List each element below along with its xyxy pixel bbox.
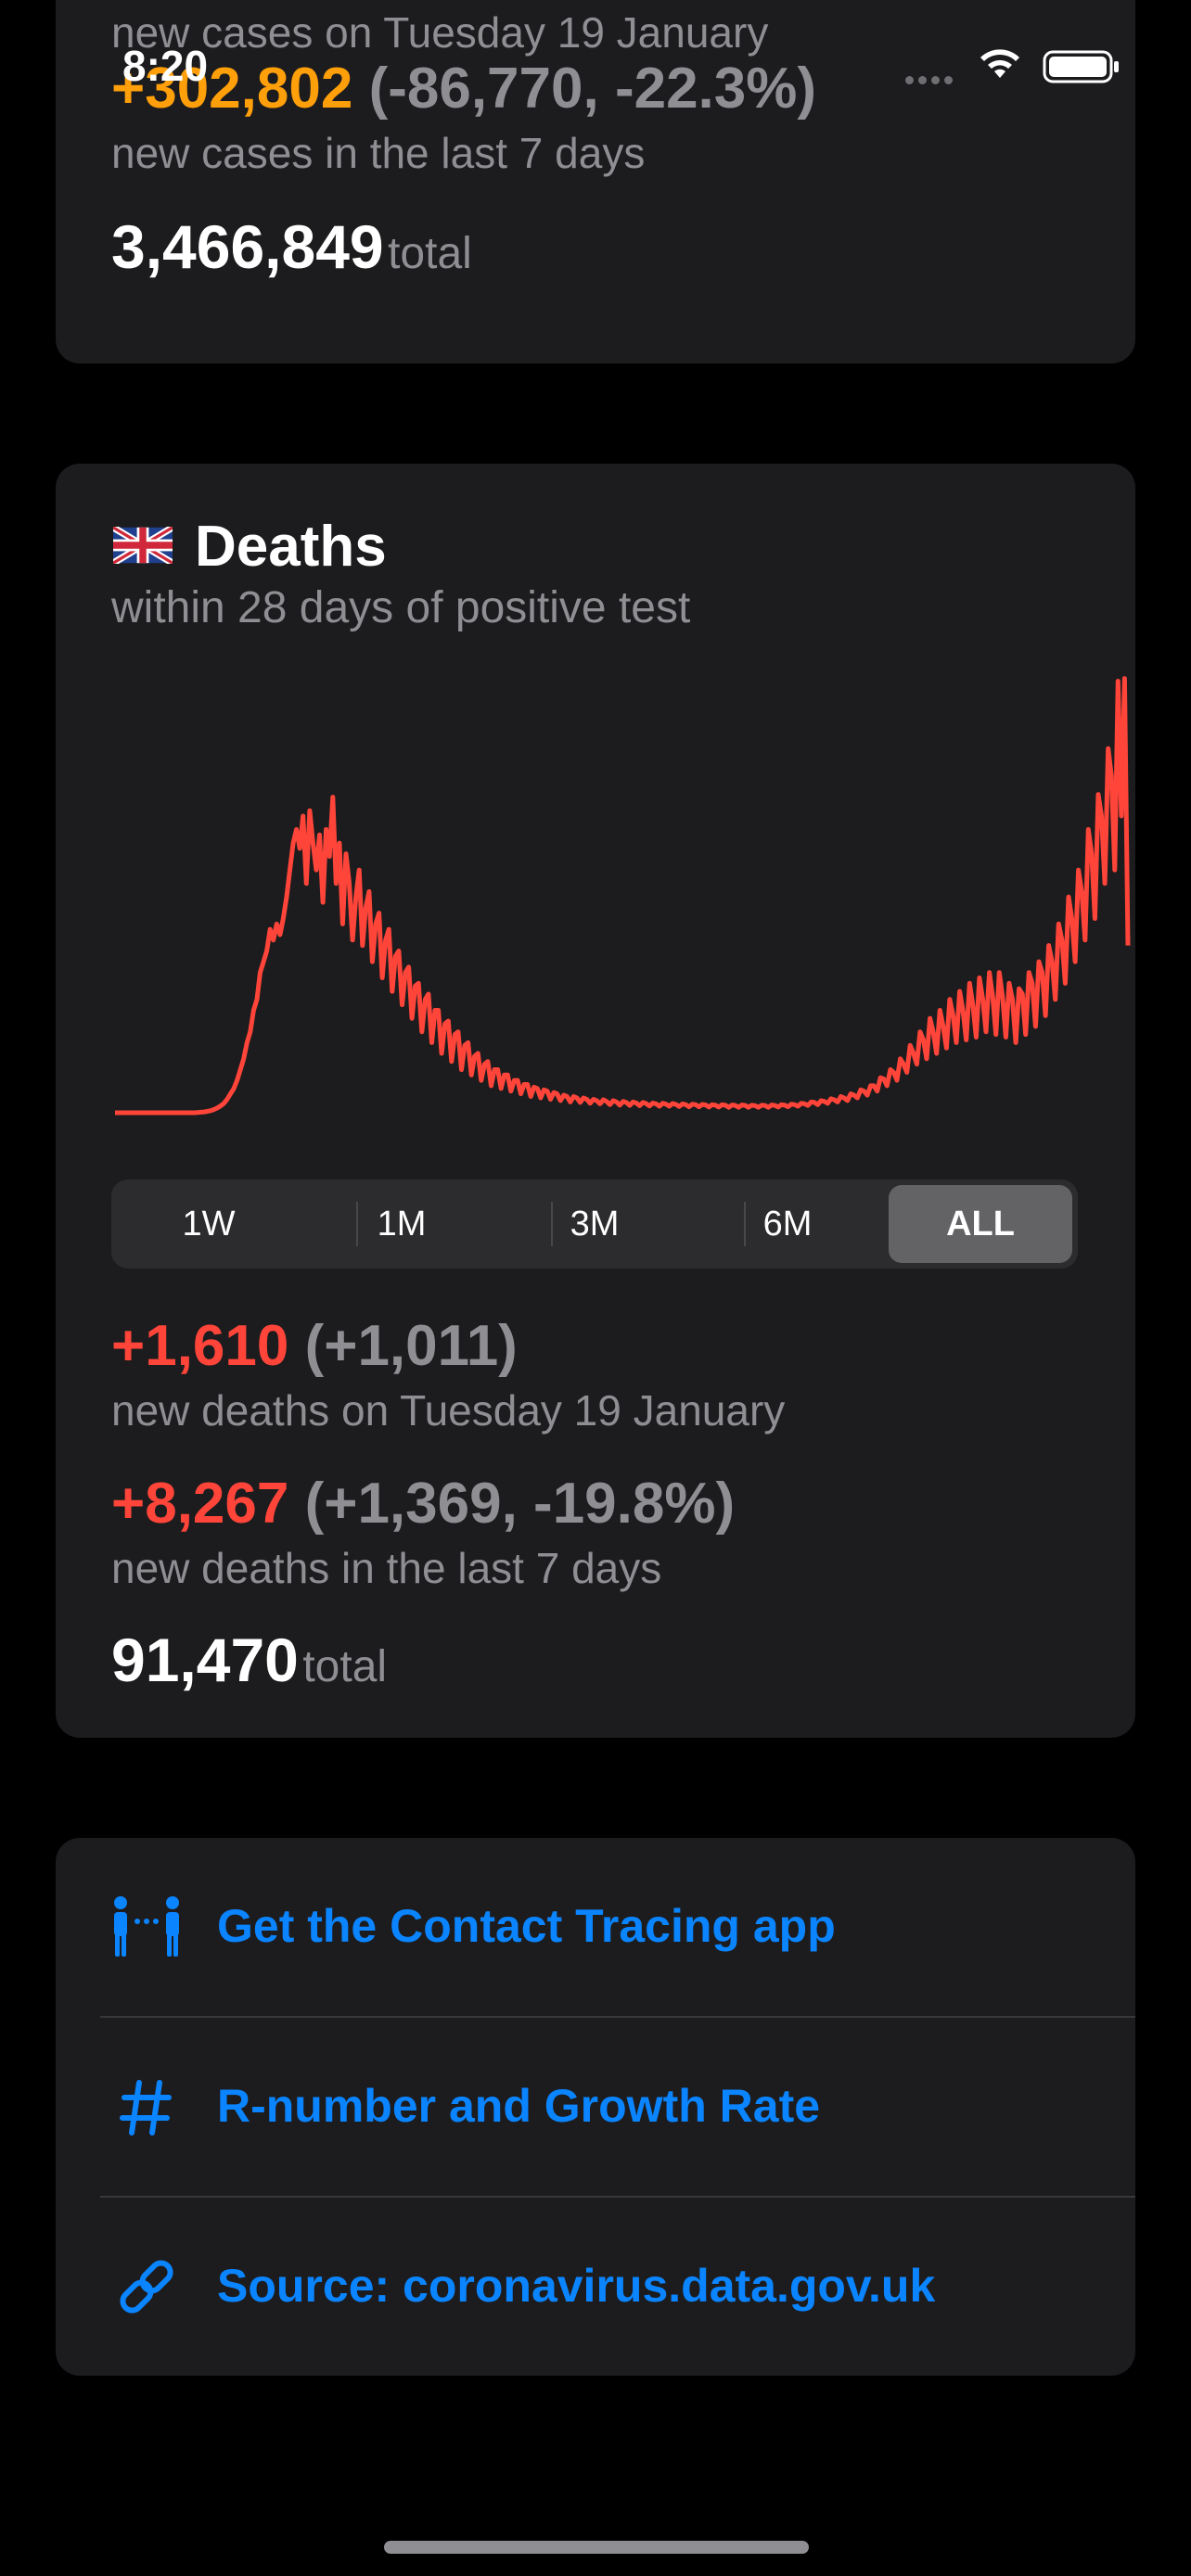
range-selector: 1W 1M 3M 6M ALL — [111, 1180, 1078, 1269]
cases-week-value: +302,802 — [111, 57, 353, 121]
battery-icon — [1043, 50, 1119, 83]
deaths-title: Deaths — [113, 514, 387, 580]
deaths-total-label: total — [302, 1642, 388, 1691]
status-bar: 8:20 — [0, 0, 1191, 130]
link-separator — [100, 2016, 1135, 2018]
link-r-number[interactable]: R-number and Growth Rate — [56, 2018, 1135, 2196]
deaths-subtitle: within 28 days of positive test — [111, 583, 691, 632]
contact-tracing-icon — [114, 1896, 179, 1957]
link-r-number-label: R-number and Growth Rate — [217, 2080, 821, 2132]
deaths-week-label: new deaths in the last 7 days — [111, 1544, 662, 1592]
link-source-label: Source: coronavirus.data.gov.uk — [217, 2260, 936, 2312]
cases-week-change: (-86,770, -22.3%) — [368, 57, 817, 121]
link-icon — [120, 2260, 173, 2314]
deaths-daily-summary: +1,610 (+1,011) — [111, 1313, 518, 1379]
range-option-1m[interactable]: 1M — [377, 1205, 427, 1243]
status-time: 8:20 — [122, 42, 209, 90]
deaths-title-text: Deaths — [195, 515, 387, 579]
wifi-icon — [980, 49, 1019, 78]
cases-total-value: 3,466,849 — [111, 212, 384, 281]
range-divider — [551, 1202, 553, 1246]
deaths-card: Deaths within 28 days of positive test 1… — [56, 464, 1135, 1738]
deaths-daily-change: (+1,011) — [304, 1314, 518, 1378]
range-divider — [356, 1202, 358, 1246]
deaths-daily-label: new deaths on Tuesday 19 January — [111, 1386, 786, 1435]
range-option-3m[interactable]: 3M — [570, 1205, 620, 1243]
range-option-1w[interactable]: 1W — [182, 1205, 236, 1243]
home-indicator[interactable] — [384, 2541, 809, 2554]
deaths-total-value: 91,470 — [111, 1626, 299, 1694]
cases-week-label: new cases in the last 7 days — [111, 129, 646, 177]
cellular-signal-icon — [905, 72, 957, 89]
link-source[interactable]: Source: coronavirus.data.gov.uk — [56, 2198, 1135, 2376]
link-contact-tracing[interactable]: Get the Contact Tracing app — [56, 1838, 1135, 2016]
deaths-chart — [115, 676, 1131, 1116]
cases-total-label: total — [388, 229, 472, 278]
link-contact-tracing-label: Get the Contact Tracing app — [217, 1900, 836, 1952]
cases-total: 3,466,849 total — [111, 211, 472, 282]
cases-card: new cases on Tuesday 19 January +302,802… — [56, 0, 1135, 363]
range-divider — [744, 1202, 746, 1246]
link-separator — [100, 2196, 1135, 2198]
deaths-week-summary: +8,267 (+1,369, -19.8%) — [111, 1471, 735, 1537]
deaths-week-change: (+1,369, -19.8%) — [304, 1472, 736, 1536]
cases-daily-label: new cases on Tuesday 19 January — [111, 8, 769, 57]
range-option-6m[interactable]: 6M — [762, 1205, 813, 1243]
links-card: Get the Contact Tracing app R-number and… — [56, 1838, 1135, 2376]
deaths-series-line — [115, 676, 1131, 1116]
deaths-total: 91,470 total — [111, 1625, 387, 1695]
deaths-week-value: +8,267 — [111, 1472, 289, 1536]
range-option-all[interactable]: ALL — [889, 1185, 1072, 1263]
deaths-daily-value: +1,610 — [111, 1314, 289, 1378]
hashtag-icon — [120, 2080, 172, 2136]
uk-flag-icon — [113, 526, 173, 564]
cases-week-summary: +302,802 (-86,770, -22.3%) — [111, 56, 816, 121]
